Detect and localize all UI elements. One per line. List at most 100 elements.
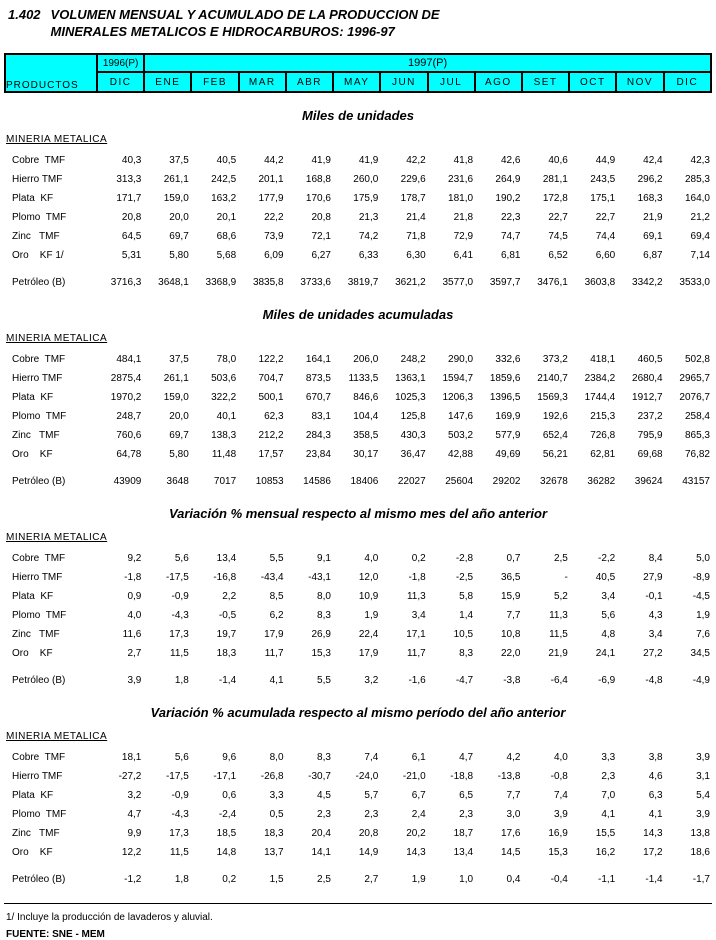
data-cell: 138,3 [211, 430, 237, 441]
data-cell: 175,9 [353, 193, 379, 204]
data-cell: 237,2 [637, 411, 663, 422]
data-cell: -2,8 [455, 553, 474, 564]
month-header: DIC [662, 71, 713, 93]
data-cell: 285,3 [684, 174, 710, 185]
data-cell: 22,7 [595, 212, 616, 223]
data-cell: 2680,4 [632, 373, 663, 384]
data-cell: 8,3 [317, 752, 331, 763]
data-cell: 11,3 [549, 610, 568, 621]
table-row: Cobre TMF 40,3 37,5 40,5 44,2 41,9 41,9 42,2 41… [4, 151, 712, 170]
section-rows: Cobre TMF 40,3 37,5 40,5 44,2 41,9 41,9 42,2 41… [4, 151, 712, 292]
data-cell: 34,5 [690, 648, 710, 659]
data-cell: 147,6 [448, 411, 474, 422]
data-cell: 21,3 [358, 212, 379, 223]
data-cell: - [564, 572, 568, 583]
row-label: Petróleo (B) [12, 476, 66, 487]
data-cell: 1912,7 [632, 392, 663, 403]
data-cell: 3733,6 [300, 277, 331, 288]
data-cell: 14,9 [358, 847, 379, 858]
table-row: Oro KF 2,7 11,5 18,3 11,7 15,3 17,9 11,7 8,3 22,… [4, 644, 712, 663]
data-cell: 74,4 [595, 231, 616, 242]
data-cell: 15,9 [500, 591, 521, 602]
data-cell: 44,2 [264, 155, 284, 166]
data-cell: 2,5 [553, 553, 568, 564]
table-row: Plomo TMF 20,8 20,0 20,1 22,2 20,8 21,3 21,4 21… [4, 208, 712, 227]
data-cell: 760,6 [116, 430, 142, 441]
data-cell: 40,1 [216, 411, 237, 422]
data-cell: 5,2 [553, 591, 568, 602]
data-cell: 6,7 [411, 790, 426, 801]
data-cell: 21,2 [690, 212, 710, 223]
data-cell: 170,6 [305, 193, 331, 204]
data-cell: -4,3 [171, 610, 189, 621]
data-cell: 2,3 [364, 809, 379, 820]
data-cell: 6,1 [411, 752, 426, 763]
data-cell: -43,4 [260, 572, 284, 583]
data-cell: 69,68 [637, 449, 663, 460]
row-label: Zinc TMF [12, 828, 60, 839]
table-section: Variación % mensual respecto al mismo me… [4, 506, 712, 690]
table-sections: Miles de unidades MINERIA METALICA Cobre… [4, 108, 712, 889]
table-row: Plomo TMF 4,7 -4,3 -2,4 0,5 2,3 2,3 2,4 2,3 3,0 3… [4, 805, 712, 824]
data-cell: 5,6 [174, 752, 189, 763]
data-cell: 175,1 [590, 193, 616, 204]
data-cell: 21,9 [643, 212, 663, 223]
data-cell: 171,7 [116, 193, 142, 204]
data-cell: 5,6 [601, 610, 616, 621]
data-cell: 4,1 [648, 809, 663, 820]
data-cell: 11,5 [170, 648, 189, 659]
data-cell: 11,7 [406, 648, 426, 659]
data-cell: 64,5 [121, 231, 142, 242]
data-cell: 164,1 [305, 354, 331, 365]
data-cell: 5,80 [169, 250, 189, 261]
data-cell: 20,4 [311, 828, 331, 839]
data-cell: 74,7 [500, 231, 521, 242]
data-cell: 332,6 [495, 354, 521, 365]
data-cell: 4,7 [459, 752, 474, 763]
data-cell: 71,8 [406, 231, 426, 242]
row-label: Zinc TMF [12, 629, 60, 640]
table-row: Plata KF 3,2 -0,9 0,6 3,3 4,5 5,7 6,7 6,5 7,7 7,4… [4, 786, 712, 805]
data-cell: -24,0 [355, 771, 379, 782]
data-cell: 652,4 [542, 430, 568, 441]
data-cell: 104,4 [353, 411, 379, 422]
data-cell: 83,1 [311, 411, 331, 422]
data-cell: -1,4 [645, 874, 663, 885]
data-cell: 14,1 [311, 847, 331, 858]
data-cell: 3648 [166, 476, 189, 487]
data-cell: 78,0 [216, 354, 237, 365]
month-header: FEB [190, 71, 240, 93]
data-cell: 8,0 [317, 591, 331, 602]
data-cell: 172,8 [542, 193, 568, 204]
row-label: Plomo TMF [12, 809, 67, 820]
data-cell: 40,5 [595, 572, 616, 583]
data-cell: 36,5 [500, 572, 521, 583]
data-cell: 7,4 [364, 752, 379, 763]
data-cell: 42,2 [406, 155, 426, 166]
data-cell: 3533,0 [679, 277, 710, 288]
data-cell: 69,7 [169, 430, 189, 441]
data-cell: 795,9 [637, 430, 663, 441]
data-cell: 5,6 [174, 553, 189, 564]
data-cell: 6,09 [264, 250, 284, 261]
data-cell: 159,0 [163, 392, 189, 403]
data-cell: 1206,3 [442, 392, 474, 403]
data-cell: 11,5 [170, 847, 189, 858]
data-cell: 4,6 [648, 771, 663, 782]
data-cell: 22,7 [548, 212, 568, 223]
table-row: Plata KF 0,9 -0,9 2,2 8,5 8,0 10,9 11,3 5,8 15,9… [4, 587, 712, 606]
data-cell: -30,7 [308, 771, 331, 782]
data-cell: 290,0 [448, 354, 474, 365]
data-cell: -4,8 [645, 675, 663, 686]
data-cell: 243,5 [590, 174, 616, 185]
data-cell: 12,0 [358, 572, 379, 583]
row-label: Hierro TMF [12, 174, 63, 185]
data-cell: 16,9 [548, 828, 568, 839]
data-cell: 3342,2 [632, 277, 663, 288]
row-label: Cobre TMF [12, 354, 66, 365]
data-cell: -0,5 [218, 610, 237, 621]
data-cell: -2,4 [218, 809, 237, 820]
row-label: Plata KF [12, 790, 54, 801]
data-cell: -6,9 [597, 675, 616, 686]
data-cell: 1025,3 [395, 392, 426, 403]
